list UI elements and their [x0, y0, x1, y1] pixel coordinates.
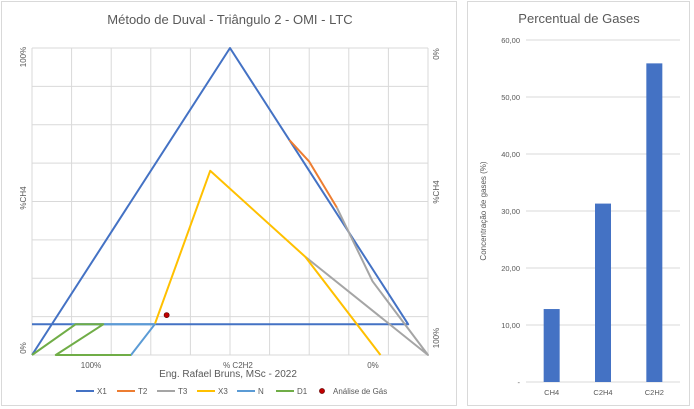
legend-label-t2: T2 [138, 387, 148, 396]
duval-triangle-panel: Método de Duval - Triângulo 2 - OMI - LT… [1, 1, 457, 406]
bar-c2h2 [646, 63, 663, 383]
axis-label-right-name: %CH4 [432, 180, 441, 204]
bar-c2h4 [595, 203, 611, 382]
x-tick-label-c2h4: C2H4 [593, 388, 612, 397]
legend-label-x3: X3 [218, 387, 228, 396]
y-tick-label: 10,00 [501, 321, 520, 330]
y-tick-label: 30,00 [501, 207, 520, 216]
y-tick-label: 60,00 [501, 36, 520, 45]
series-line-t3 [304, 207, 429, 356]
axis-label-bottom-mid: % C2H2 [223, 361, 253, 370]
legend-label-x1: X1 [97, 387, 107, 396]
axis-label-left-top: 100% [19, 47, 28, 67]
y-tick-label: 20,00 [501, 264, 520, 273]
axis-label-bottom-right: 0% [367, 361, 379, 370]
series-line-x3 [153, 169, 382, 356]
legend-swatch-gas-analysis [319, 388, 325, 394]
series-line-t2 [288, 139, 338, 209]
duval-triangle-chart: Método de Duval - Triângulo 2 - OMI - LT… [19, 12, 441, 396]
x-tick-label-ch4: CH4 [544, 388, 559, 397]
series-line-d1 [31, 323, 131, 356]
chart-title: Método de Duval - Triângulo 2 - OMI - LT… [107, 12, 352, 27]
legend-label-d1: D1 [297, 387, 308, 396]
legend-label-t3: T3 [178, 387, 188, 396]
axis-label-bottom-left: 100% [81, 361, 101, 370]
axis-label-left-name: %CH4 [19, 186, 28, 210]
bar-ch4 [543, 309, 560, 382]
series-line-n [71, 323, 156, 356]
gas-analysis-point [163, 312, 170, 318]
y-axis-label: Concentração de gases (%) [479, 161, 488, 261]
bar-chart-title: Percentual de Gases [518, 11, 640, 26]
legend-label-n: N [258, 387, 264, 396]
y-tick-label: 50,00 [501, 93, 520, 102]
x-tick-label-c2h2: C2H2 [645, 388, 664, 397]
gas-percentage-panel: Percentual de Gases - 10,00 20,00 30,00 40,00… [467, 1, 690, 406]
axis-label-left-bottom: 0% [19, 342, 28, 354]
y-tick-label: - [518, 378, 521, 387]
axis-label-right-top: 0% [432, 48, 441, 60]
legend-label-gas-analysis: Análise de Gás [333, 387, 387, 396]
gas-percentage-chart: Percentual de Gases - 10,00 20,00 30,00 40,00… [479, 11, 680, 397]
y-tick-label: 40,00 [501, 150, 520, 159]
watermark-text: Eng. Rafael Bruns, MSc - 2022 [159, 369, 297, 380]
axis-label-right-bottom: 100% [432, 328, 441, 348]
